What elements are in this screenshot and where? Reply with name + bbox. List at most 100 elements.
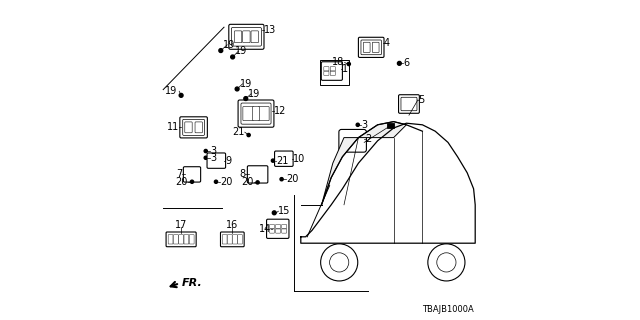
Text: 13: 13 [264, 25, 276, 35]
Polygon shape [358, 122, 406, 138]
FancyBboxPatch shape [275, 151, 293, 166]
Circle shape [236, 87, 239, 91]
FancyBboxPatch shape [166, 232, 196, 247]
FancyBboxPatch shape [184, 235, 189, 244]
Text: FR.: FR. [182, 278, 202, 288]
Text: 20: 20 [175, 177, 188, 187]
FancyBboxPatch shape [232, 28, 262, 46]
Circle shape [330, 253, 349, 272]
FancyBboxPatch shape [195, 122, 202, 133]
FancyBboxPatch shape [324, 67, 329, 71]
FancyBboxPatch shape [372, 42, 379, 52]
Circle shape [347, 62, 351, 66]
FancyBboxPatch shape [237, 235, 243, 244]
FancyBboxPatch shape [183, 119, 205, 135]
FancyBboxPatch shape [229, 24, 264, 49]
FancyBboxPatch shape [238, 100, 274, 127]
Circle shape [271, 159, 275, 162]
FancyBboxPatch shape [179, 235, 184, 244]
FancyBboxPatch shape [207, 153, 226, 168]
Text: 1: 1 [342, 64, 349, 74]
FancyBboxPatch shape [247, 166, 268, 183]
FancyBboxPatch shape [185, 122, 192, 133]
FancyBboxPatch shape [401, 97, 417, 111]
Circle shape [231, 55, 234, 59]
FancyBboxPatch shape [227, 235, 232, 244]
Text: 3: 3 [210, 153, 216, 163]
Text: 19: 19 [165, 86, 177, 96]
Text: 20: 20 [285, 174, 298, 184]
Circle shape [397, 61, 401, 65]
Text: 20: 20 [241, 177, 253, 188]
Text: 9: 9 [225, 156, 232, 166]
FancyBboxPatch shape [222, 235, 227, 244]
FancyBboxPatch shape [276, 225, 280, 228]
Text: 19: 19 [240, 79, 252, 89]
FancyBboxPatch shape [399, 95, 419, 113]
Text: 12: 12 [274, 106, 286, 116]
FancyBboxPatch shape [232, 235, 237, 244]
Circle shape [204, 149, 207, 153]
Text: 11: 11 [167, 122, 179, 132]
FancyBboxPatch shape [234, 31, 242, 43]
Text: 19: 19 [236, 46, 248, 56]
Circle shape [191, 180, 193, 183]
FancyBboxPatch shape [180, 117, 207, 138]
Text: TBAJB1000A: TBAJB1000A [422, 305, 474, 314]
Text: 21: 21 [276, 156, 288, 166]
Text: 18: 18 [332, 57, 344, 68]
Text: 19: 19 [223, 40, 236, 50]
Bar [387, 123, 394, 128]
FancyBboxPatch shape [243, 107, 253, 121]
FancyBboxPatch shape [276, 229, 280, 233]
FancyBboxPatch shape [243, 31, 250, 43]
FancyBboxPatch shape [251, 31, 259, 43]
FancyBboxPatch shape [358, 37, 384, 58]
FancyBboxPatch shape [330, 71, 335, 76]
Text: 3: 3 [210, 146, 216, 156]
Text: 10: 10 [293, 154, 305, 164]
Text: 3: 3 [361, 120, 367, 130]
FancyBboxPatch shape [339, 129, 366, 152]
Text: 7: 7 [176, 169, 182, 180]
Circle shape [428, 244, 465, 281]
FancyBboxPatch shape [282, 225, 287, 228]
Circle shape [204, 156, 207, 159]
FancyBboxPatch shape [241, 103, 271, 124]
FancyBboxPatch shape [330, 67, 335, 71]
FancyBboxPatch shape [321, 62, 342, 80]
Text: 8: 8 [239, 169, 245, 180]
Text: 21: 21 [232, 127, 245, 137]
Circle shape [256, 181, 259, 184]
Text: 17: 17 [175, 220, 188, 230]
Bar [320, 60, 349, 85]
Text: 20: 20 [220, 177, 232, 187]
Circle shape [436, 253, 456, 272]
Circle shape [273, 211, 276, 215]
FancyBboxPatch shape [189, 235, 194, 244]
FancyBboxPatch shape [267, 219, 289, 238]
FancyBboxPatch shape [282, 229, 287, 233]
Text: 19: 19 [248, 89, 260, 99]
FancyBboxPatch shape [269, 225, 275, 228]
FancyBboxPatch shape [259, 107, 269, 121]
Circle shape [321, 244, 358, 281]
Text: 14: 14 [259, 224, 271, 234]
FancyBboxPatch shape [168, 235, 173, 244]
Text: 2: 2 [365, 134, 371, 144]
Text: 16: 16 [226, 220, 239, 230]
FancyBboxPatch shape [184, 167, 201, 182]
FancyBboxPatch shape [252, 107, 260, 121]
FancyBboxPatch shape [324, 71, 329, 76]
FancyBboxPatch shape [173, 235, 178, 244]
Circle shape [219, 49, 223, 52]
Circle shape [356, 123, 360, 126]
Text: 5: 5 [419, 95, 425, 105]
Text: 15: 15 [278, 206, 291, 216]
Circle shape [214, 180, 218, 183]
Text: 6: 6 [403, 58, 410, 68]
FancyBboxPatch shape [361, 40, 381, 55]
Circle shape [244, 97, 248, 100]
FancyBboxPatch shape [220, 232, 244, 247]
Circle shape [247, 133, 250, 137]
